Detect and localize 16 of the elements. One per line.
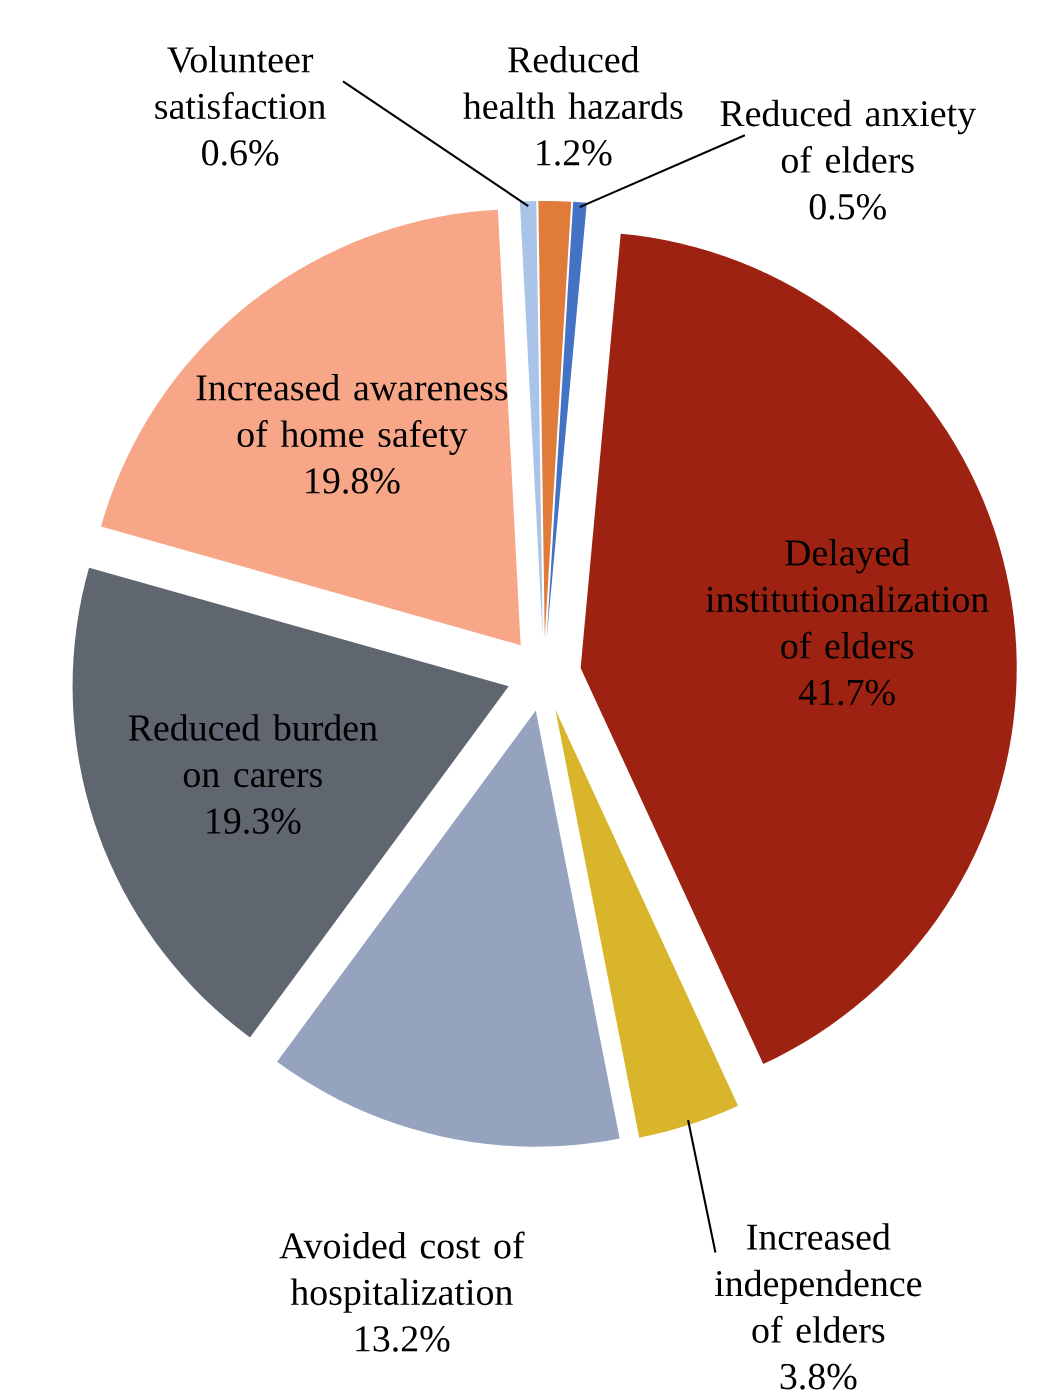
data-label: 19.8% — [306, 468, 400, 494]
slice-label: Volunteer satisfaction — [155, 45, 326, 120]
slice-label: Reduced anxiety of elders — [720, 99, 976, 173]
data-label: 41.7% — [798, 679, 895, 706]
data-label: 3.8% — [780, 1363, 857, 1390]
data-label: 1.2% — [537, 140, 612, 166]
slice-label: Avoided cost of hospitalization — [279, 1231, 525, 1313]
slice-label: Delayed institutionalization of elders — [705, 539, 989, 659]
data-label: 13.2% — [356, 1326, 450, 1352]
slice-label: Reduced burden on carers — [128, 714, 378, 788]
data-label: 0.5% — [809, 193, 886, 220]
data-label: 19.3% — [207, 808, 301, 834]
slice-label: Increased awareness of home safety — [196, 373, 508, 455]
slice-label: Reduced health hazards — [463, 45, 683, 120]
data-label: 0.6% — [201, 140, 279, 166]
slice-label: Increased independence of elders — [714, 1223, 922, 1343]
